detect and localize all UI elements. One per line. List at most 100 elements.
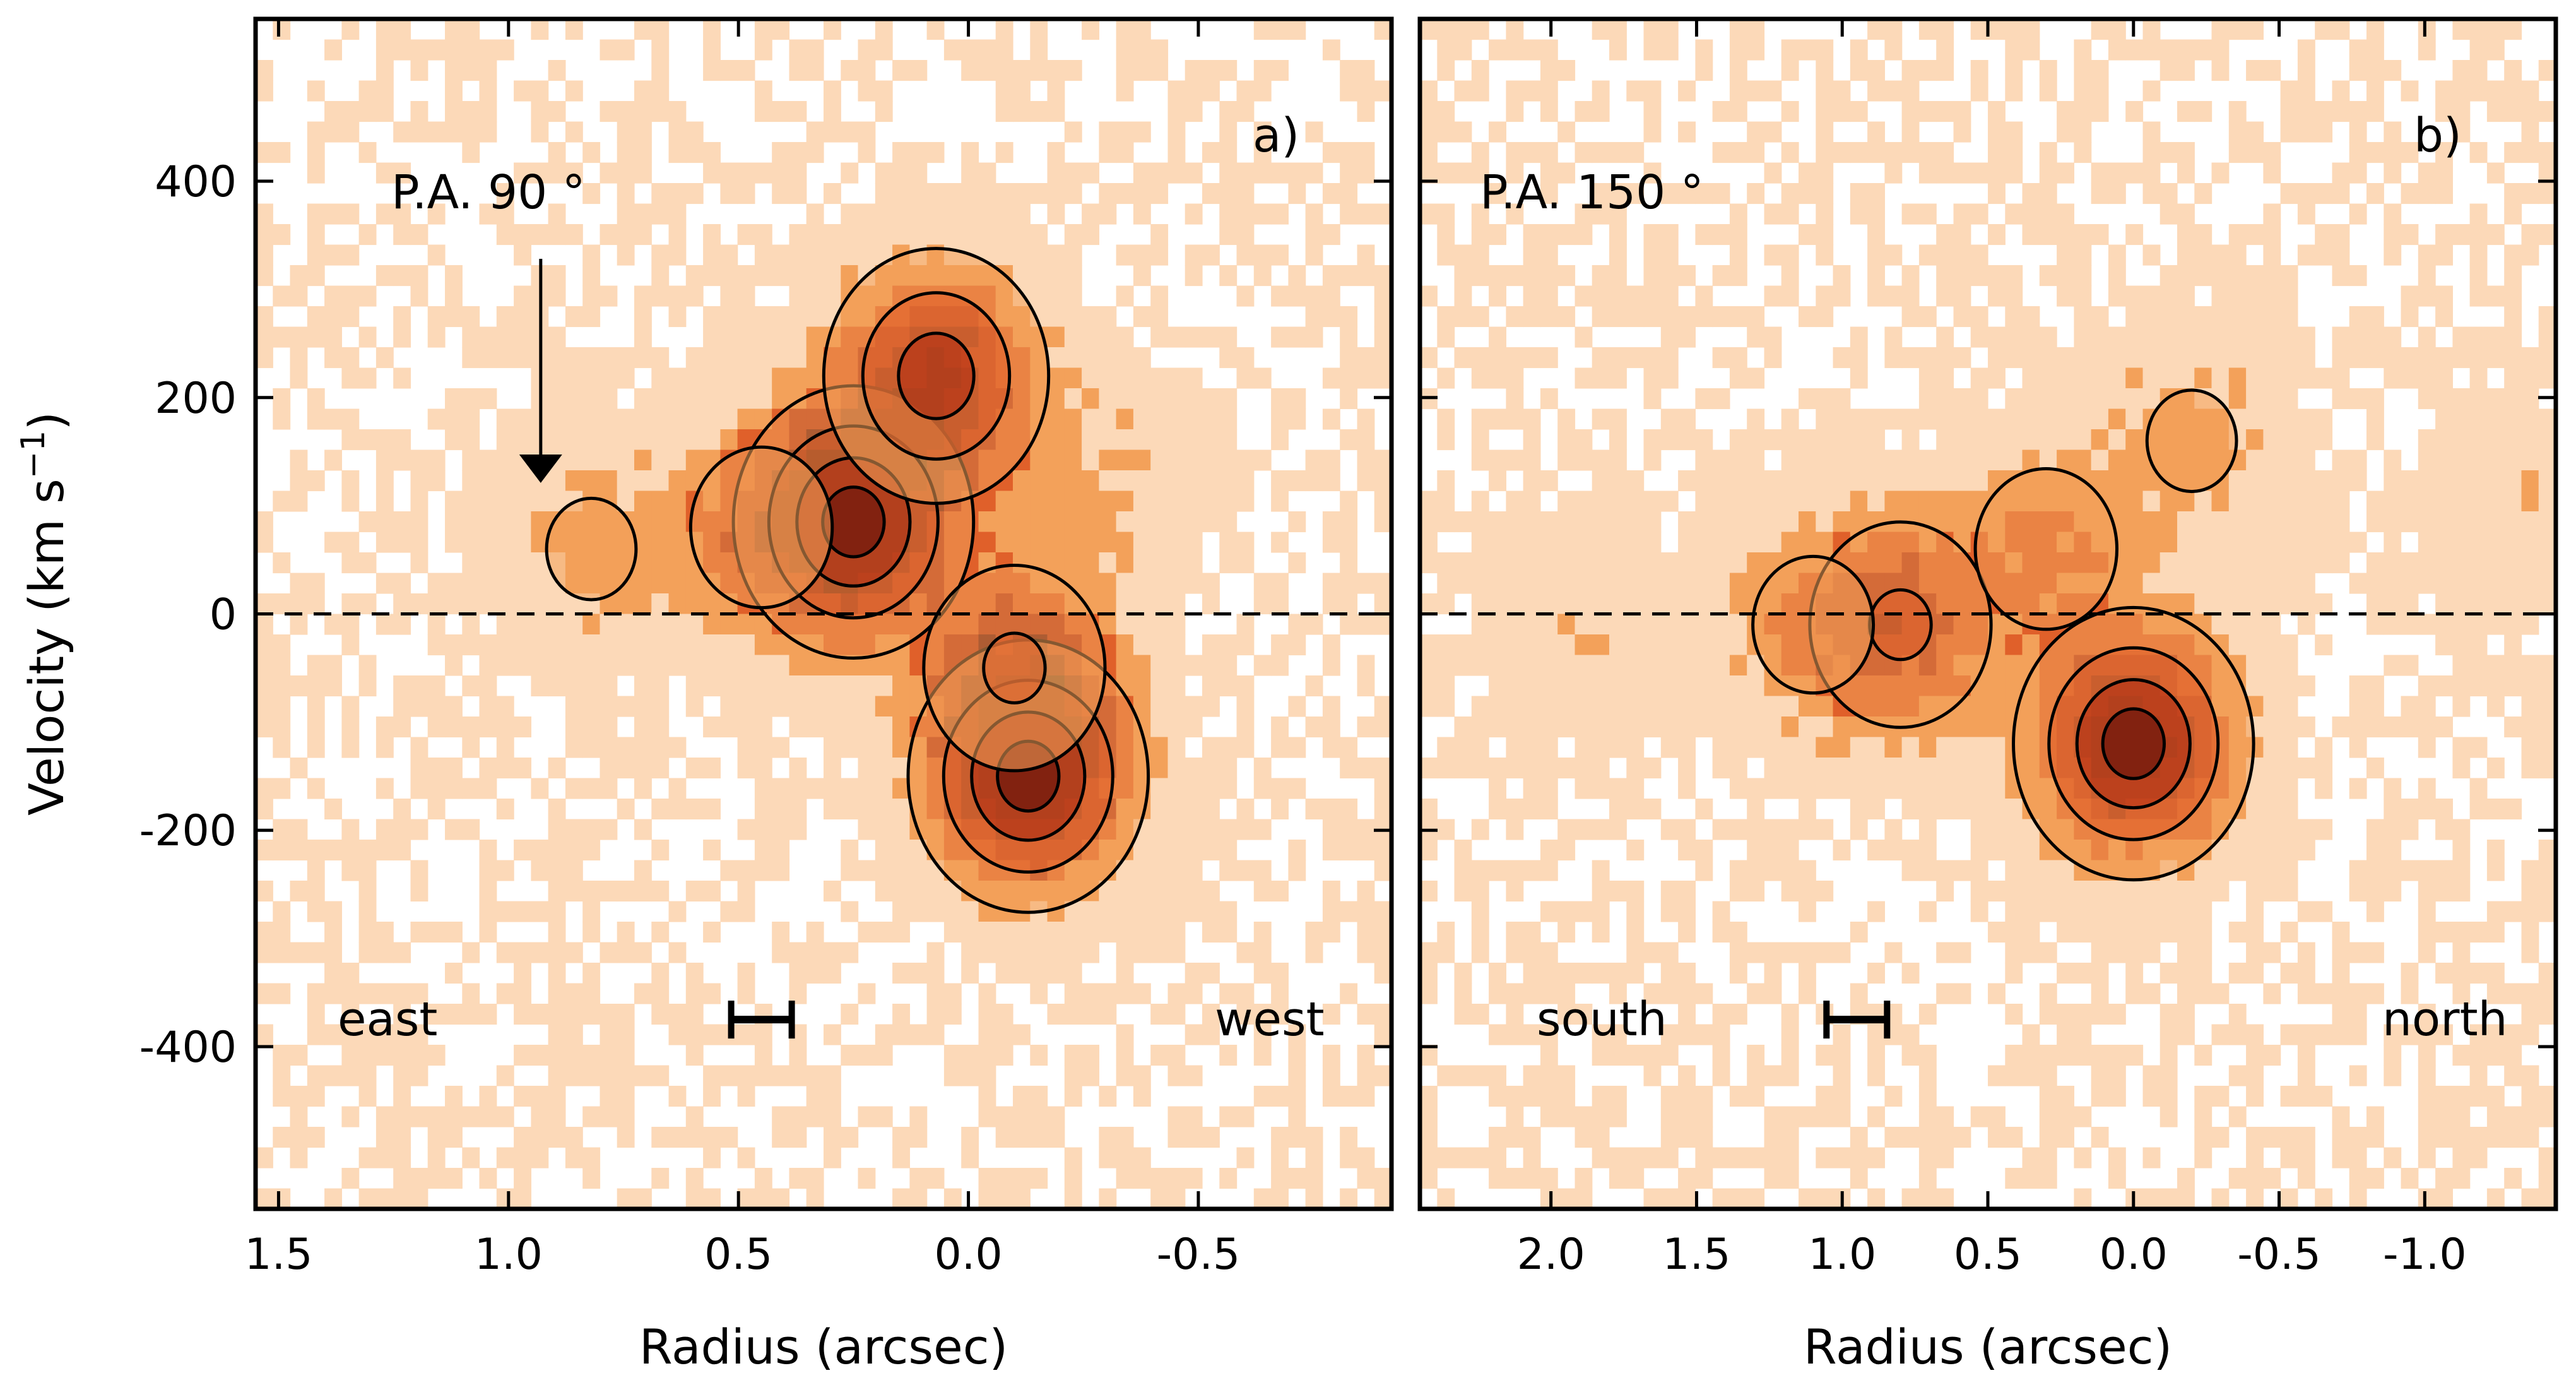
heatmap-cell <box>1253 922 1272 943</box>
heatmap-cell <box>1340 511 1358 533</box>
heatmap-cell <box>2108 901 2126 922</box>
heatmap-cell <box>1918 367 1937 389</box>
heatmap-cell <box>1678 1086 1696 1107</box>
heatmap-cell <box>2366 429 2384 451</box>
heatmap-cell <box>617 1065 635 1086</box>
heatmap-cell <box>651 758 670 779</box>
heatmap-cell <box>2177 101 2195 122</box>
heatmap-cell <box>531 614 549 635</box>
heatmap-cell <box>1729 265 1747 287</box>
heatmap-cell <box>2521 922 2539 943</box>
heatmap-cell <box>2177 1024 2195 1045</box>
heatmap-cell <box>2108 388 2126 410</box>
heatmap-cell <box>617 696 635 717</box>
heatmap-cell <box>2280 367 2298 389</box>
heatmap-cell <box>1420 1086 1438 1107</box>
heatmap-cell <box>462 675 480 697</box>
heatmap-cell <box>668 737 687 758</box>
heatmap-cell <box>1489 1127 1506 1148</box>
heatmap-cell <box>737 224 755 246</box>
heatmap-cell <box>841 778 859 799</box>
heatmap-cell <box>1340 1127 1358 1148</box>
x-tick-label: 1.0 <box>475 1230 543 1280</box>
heatmap-cell <box>496 758 514 779</box>
heatmap-cell <box>1047 449 1065 471</box>
heatmap-cell <box>1712 1004 1730 1025</box>
heatmap-cell <box>2280 758 2298 779</box>
heatmap-cell <box>1816 758 1834 779</box>
heatmap-cell <box>668 470 687 492</box>
heatmap-cell <box>737 347 755 369</box>
heatmap-cell <box>2435 881 2453 902</box>
heatmap-cell <box>2194 901 2213 922</box>
heatmap-cell <box>341 306 360 328</box>
heatmap-cell <box>2159 203 2178 225</box>
heatmap-cell <box>445 511 463 533</box>
heatmap-cell <box>1420 121 1438 143</box>
heatmap-cell <box>634 142 652 163</box>
heatmap-cell <box>2315 983 2333 1004</box>
heatmap-cell <box>427 408 446 430</box>
heatmap-cell <box>651 429 670 451</box>
heatmap-cell <box>2057 1106 2074 1127</box>
heatmap-cell <box>1340 203 1358 225</box>
heatmap-cell <box>410 1188 428 1209</box>
heatmap-cell <box>2074 121 2092 143</box>
heatmap-cell <box>1712 1045 1730 1066</box>
heatmap-cell <box>634 429 652 451</box>
heatmap-cell <box>1167 983 1186 1004</box>
heatmap-cell <box>1236 634 1255 656</box>
heatmap-cell <box>1030 265 1048 287</box>
heatmap-cell <box>1540 511 1558 533</box>
heatmap-cell <box>2486 224 2505 246</box>
heatmap-cell <box>1970 367 1988 389</box>
heatmap-cell <box>1219 408 1238 430</box>
heatmap-cell <box>1816 881 1834 902</box>
heatmap-cell <box>1712 1065 1730 1086</box>
heatmap-cell <box>1471 224 1489 246</box>
heatmap-cell <box>2332 19 2350 40</box>
heatmap-cell <box>2263 860 2281 881</box>
heatmap-cell <box>1540 162 1558 184</box>
heatmap-cell <box>2315 121 2333 143</box>
heatmap-cell <box>1374 1168 1391 1189</box>
heatmap-cell <box>2521 1065 2539 1086</box>
heatmap-cell <box>2246 655 2264 676</box>
heatmap-cell <box>1816 203 1834 225</box>
heatmap-cell <box>754 840 772 861</box>
heatmap-cell <box>668 183 687 205</box>
heatmap-cell <box>1867 285 1885 307</box>
heatmap-cell <box>703 19 721 40</box>
heatmap-cell <box>2452 490 2471 512</box>
heatmap-cell <box>841 901 859 922</box>
heatmap-cell <box>2538 901 2556 922</box>
heatmap-cell <box>1678 840 1696 861</box>
heatmap-cell <box>2228 285 2247 307</box>
heatmap-cell <box>1953 490 1971 512</box>
heatmap-cell <box>2349 716 2367 738</box>
heatmap-cell <box>1799 696 1816 717</box>
heatmap-cell <box>2125 408 2144 430</box>
heatmap-cell <box>1850 408 1868 430</box>
heatmap-cell <box>1953 347 1971 369</box>
heatmap-cell <box>410 593 428 615</box>
heatmap-cell <box>341 367 360 389</box>
heatmap-cell <box>2332 326 2350 348</box>
heatmap-cell <box>1609 1024 1627 1045</box>
heatmap-cell <box>2504 655 2522 676</box>
heatmap-cell <box>273 326 291 348</box>
heatmap-cell <box>1729 922 1747 943</box>
heatmap-cell <box>2315 634 2333 656</box>
heatmap-cell <box>496 716 514 738</box>
heatmap-cell <box>1420 552 1438 574</box>
heatmap-cell <box>410 696 428 717</box>
heatmap-cell <box>582 285 601 307</box>
heatmap-cell <box>445 1086 463 1107</box>
heatmap-cell <box>1557 429 1576 451</box>
heatmap-cell <box>617 1045 635 1066</box>
heatmap-cell <box>1064 1168 1082 1189</box>
heatmap-cell <box>2418 367 2436 389</box>
heatmap-cell <box>324 532 342 553</box>
heatmap-cell <box>1523 39 1541 61</box>
heatmap-cell <box>1523 716 1541 738</box>
